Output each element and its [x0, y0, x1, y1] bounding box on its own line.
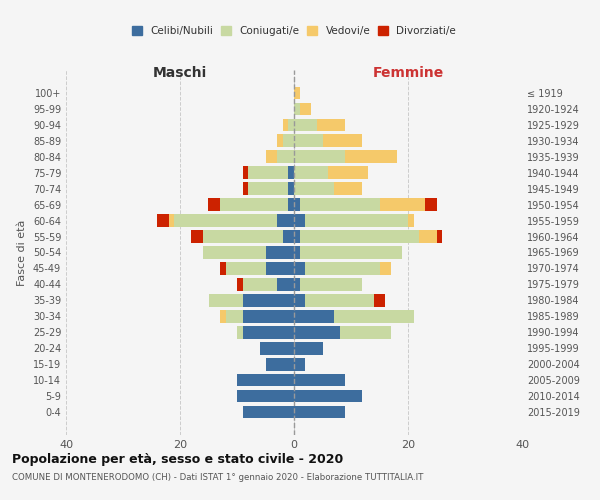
Bar — [237, 390, 294, 402]
Bar — [277, 150, 294, 163]
Text: COMUNE DI MONTENERODOMO (CH) - Dati ISTAT 1° gennaio 2020 - Elaborazione TUTTITA: COMUNE DI MONTENERODOMO (CH) - Dati ISTA… — [12, 472, 424, 482]
Bar — [265, 246, 294, 258]
Legend: Celibi/Nubili, Coniugati/e, Vedovi/e, Divorziati/e: Celibi/Nubili, Coniugati/e, Vedovi/e, Di… — [130, 24, 458, 38]
Bar — [220, 310, 226, 322]
Text: Femmine: Femmine — [373, 66, 443, 80]
Bar — [305, 294, 374, 306]
Bar — [328, 166, 368, 179]
Bar — [334, 182, 362, 195]
Bar — [242, 294, 294, 306]
Bar — [294, 262, 305, 274]
Bar — [300, 246, 403, 258]
Bar — [294, 374, 346, 386]
Bar — [289, 166, 294, 179]
Bar — [226, 262, 265, 274]
Bar — [425, 198, 437, 211]
Bar — [283, 134, 294, 147]
Bar — [294, 230, 300, 243]
Bar — [220, 262, 226, 274]
Bar — [277, 214, 294, 227]
Bar — [209, 294, 242, 306]
Bar — [305, 262, 380, 274]
Y-axis label: Fasce di età: Fasce di età — [17, 220, 27, 286]
Bar — [374, 294, 385, 306]
Bar — [260, 342, 294, 354]
Bar — [294, 86, 300, 99]
Bar — [265, 262, 294, 274]
Bar — [334, 310, 414, 322]
Bar — [294, 390, 362, 402]
Bar — [300, 230, 419, 243]
Bar — [323, 134, 362, 147]
Bar — [243, 166, 248, 179]
Bar — [283, 118, 289, 131]
Bar — [248, 166, 289, 179]
Bar — [294, 406, 346, 418]
Bar — [408, 214, 414, 227]
Bar — [419, 230, 437, 243]
Bar — [203, 230, 283, 243]
Bar — [346, 150, 397, 163]
Bar — [237, 374, 294, 386]
Bar — [294, 198, 300, 211]
Bar — [169, 214, 175, 227]
Bar — [191, 230, 203, 243]
Bar — [294, 102, 300, 115]
Bar — [237, 278, 242, 290]
Bar — [289, 182, 294, 195]
Bar — [294, 278, 300, 290]
Bar — [242, 310, 294, 322]
Bar — [265, 358, 294, 370]
Bar — [242, 278, 277, 290]
Bar — [248, 182, 289, 195]
Bar — [294, 310, 334, 322]
Bar — [300, 102, 311, 115]
Bar — [380, 198, 425, 211]
Bar — [294, 358, 305, 370]
Bar — [220, 198, 289, 211]
Bar — [203, 246, 265, 258]
Bar — [294, 294, 305, 306]
Bar — [300, 198, 380, 211]
Bar — [289, 198, 294, 211]
Bar — [242, 406, 294, 418]
Bar — [174, 214, 277, 227]
Y-axis label: Anni di nascita: Anni di nascita — [599, 211, 600, 294]
Bar — [294, 246, 300, 258]
Bar — [294, 214, 305, 227]
Text: Maschi: Maschi — [153, 66, 207, 80]
Bar — [294, 118, 317, 131]
Bar — [294, 150, 346, 163]
Bar — [283, 230, 294, 243]
Bar — [277, 134, 283, 147]
Text: Popolazione per età, sesso e stato civile - 2020: Popolazione per età, sesso e stato civil… — [12, 452, 343, 466]
Bar — [277, 278, 294, 290]
Bar — [340, 326, 391, 338]
Bar — [300, 278, 362, 290]
Bar — [294, 166, 328, 179]
Bar — [305, 214, 408, 227]
Bar — [437, 230, 442, 243]
Bar — [265, 150, 277, 163]
Bar — [317, 118, 346, 131]
Bar — [209, 198, 220, 211]
Bar — [243, 182, 248, 195]
Bar — [294, 134, 323, 147]
Bar — [237, 326, 242, 338]
Bar — [294, 326, 340, 338]
Bar — [157, 214, 169, 227]
Bar — [289, 118, 294, 131]
Bar — [226, 310, 242, 322]
Bar — [294, 342, 323, 354]
Bar — [380, 262, 391, 274]
Bar — [242, 326, 294, 338]
Bar — [294, 182, 334, 195]
